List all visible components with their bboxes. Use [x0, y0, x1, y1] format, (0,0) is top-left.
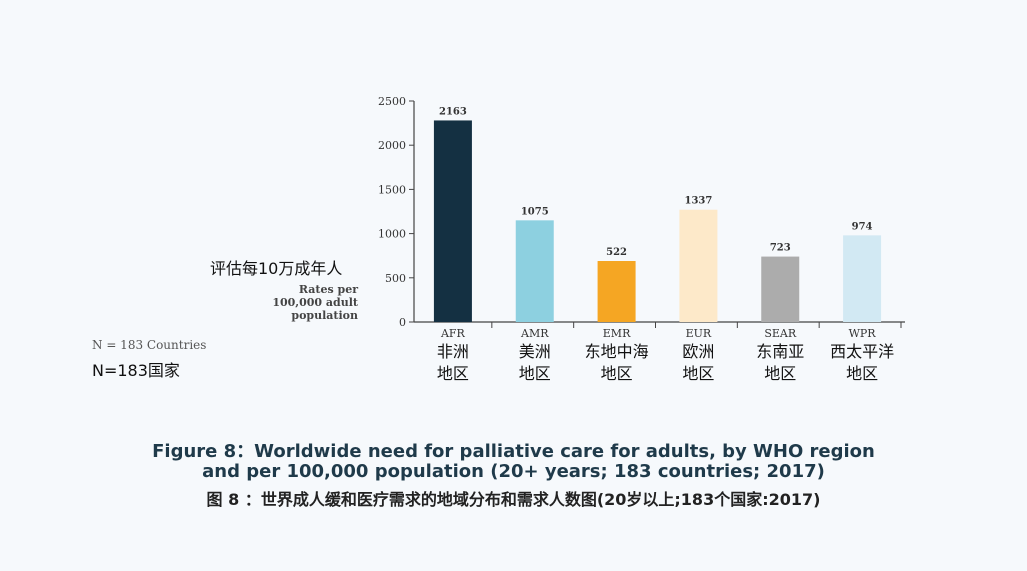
y-tick-label: 1500 — [378, 183, 406, 196]
bar — [679, 209, 718, 322]
x-tick-label: SEAR — [764, 327, 797, 340]
y-tick-label: 2500 — [378, 95, 406, 108]
x-category-label-cn: 欧洲 地区 — [682, 342, 715, 383]
x-tick-label: WPR — [849, 327, 877, 340]
bar — [761, 256, 800, 322]
y-tick-label: 500 — [385, 272, 406, 285]
bar — [433, 120, 472, 322]
y-axis-label-cn: 评估每10万成年人 — [210, 259, 343, 278]
y-tick-label: 2000 — [378, 139, 406, 152]
x-tick-label: EMR — [603, 327, 631, 340]
y-axis-label-en: Rates per 100,000 adult population — [272, 283, 358, 322]
y-tick-label: 1000 — [378, 228, 406, 241]
caption-line-2: and per 100,000 population (20+ years; 1… — [202, 461, 825, 482]
bar — [597, 261, 636, 322]
x-tick-label: EUR — [686, 327, 712, 340]
bar-chart: 0 500 1000 1500 2000 2500 2163 AFR 1075 AMR 522 EMR… — [378, 95, 905, 340]
data-label: 1337 — [684, 196, 712, 207]
bar — [843, 235, 882, 322]
data-label: 2163 — [439, 106, 467, 117]
data-label: 522 — [606, 247, 627, 258]
sample-size-note-en: N = 183 Countries — [92, 338, 207, 352]
y-tick-label: 0 — [399, 316, 406, 329]
x-category-label-cn: 西太平洋 地区 — [830, 342, 895, 383]
x-tick-label: AMR — [520, 327, 549, 340]
data-label: 1075 — [521, 206, 549, 217]
caption-line-3: 图 8 ：世界成人缓和医疗需求的地域分布和需求人数图(20岁以上;183个国家:… — [206, 490, 821, 509]
x-category-label-cn: 东地中海 地区 — [584, 342, 649, 383]
bar — [515, 220, 554, 322]
x-tick-label: AFR — [440, 327, 466, 340]
sample-size-note-cn: N=183国家 — [92, 361, 180, 380]
x-category-label-cn: 非洲 地区 — [436, 342, 469, 383]
data-label: 723 — [770, 243, 791, 254]
x-category-label-cn: 东南亚 地区 — [756, 342, 805, 383]
data-label: 974 — [852, 221, 873, 232]
x-category-label-cn: 美洲 地区 — [518, 342, 551, 383]
caption-line-1: Figure 8：Worldwide need for palliative c… — [152, 441, 875, 462]
